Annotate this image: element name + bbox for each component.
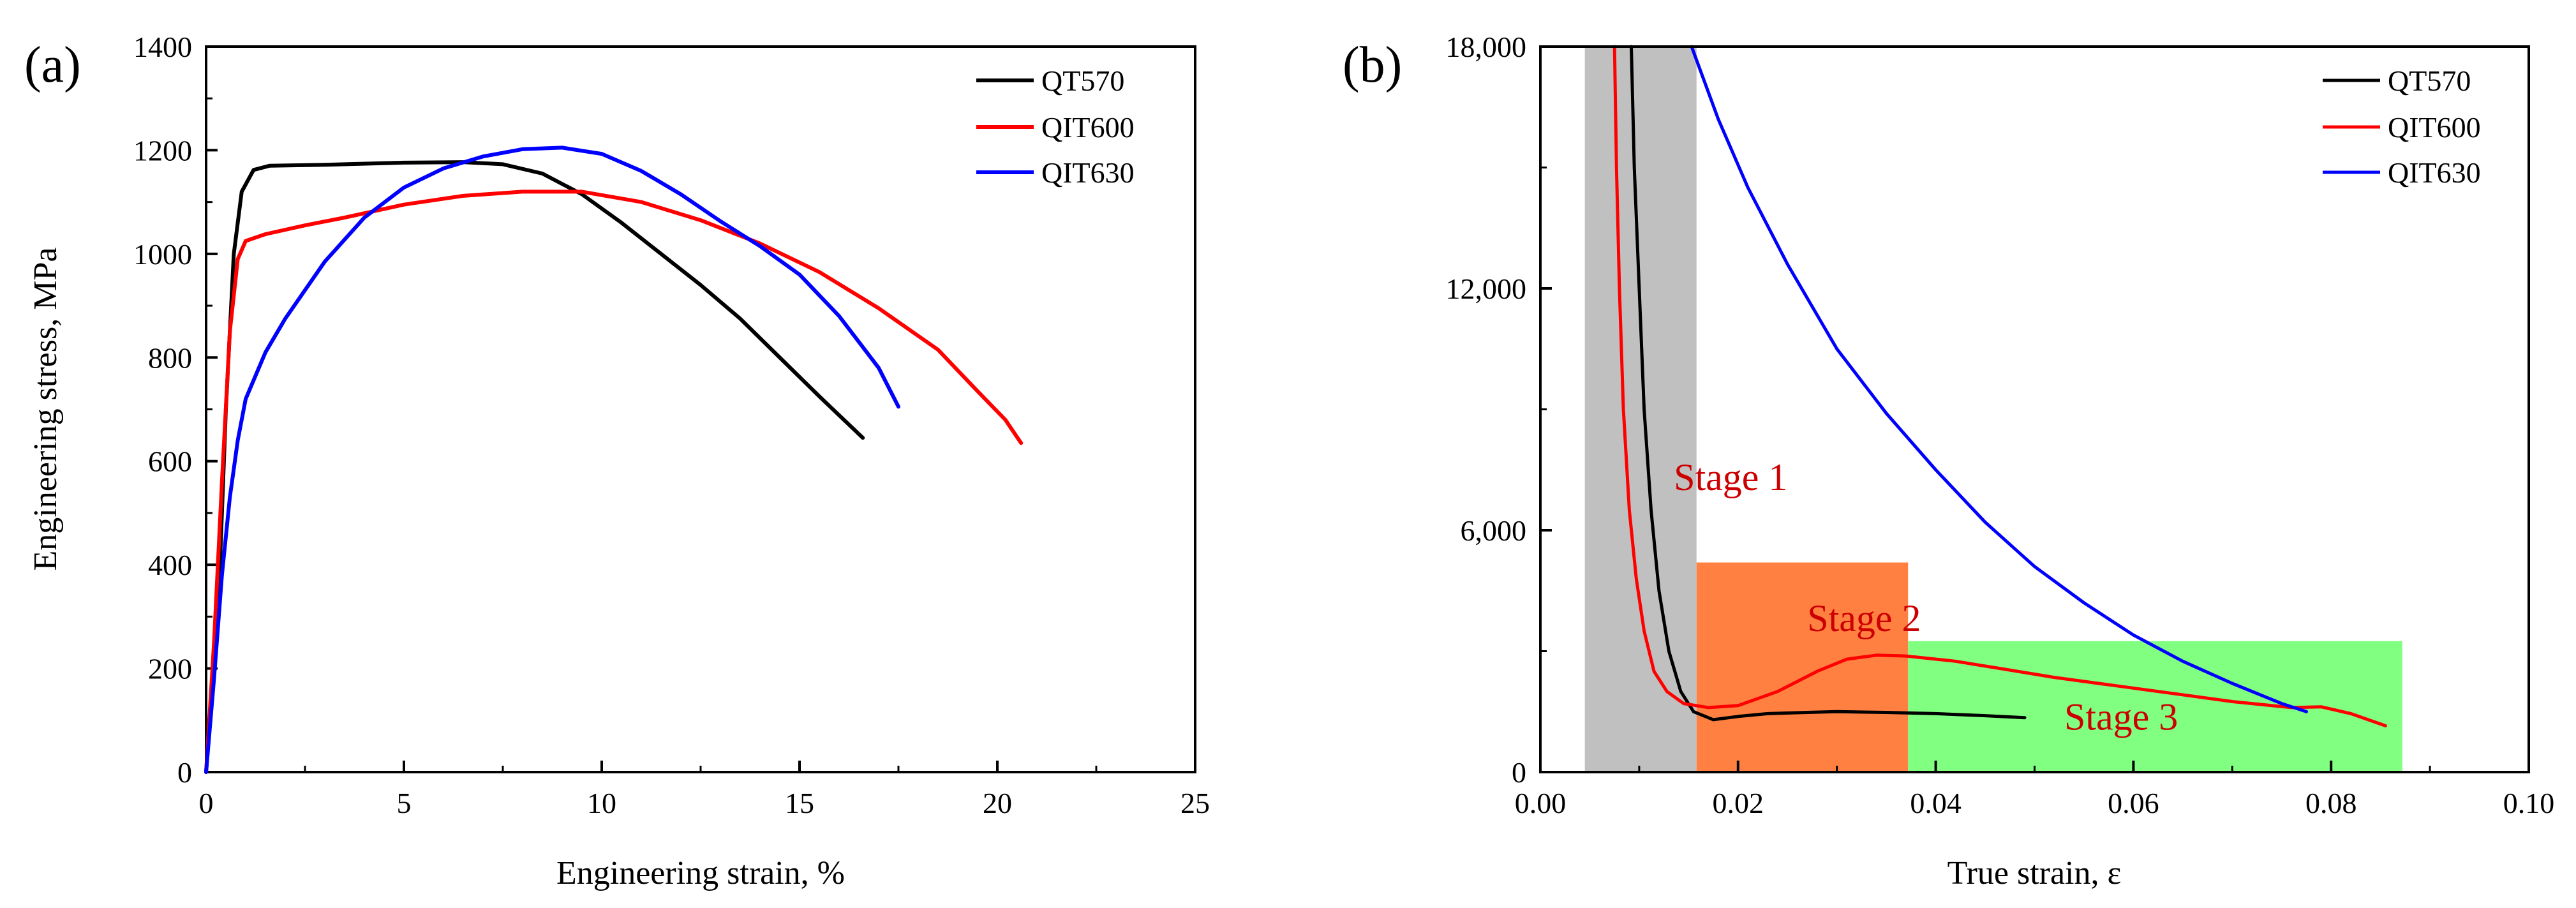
panel-b-stage-labels: Stage 1 Stage 2 Stage 3 (1674, 456, 2178, 738)
y-tick-label: 6,000 (1461, 514, 1527, 547)
series-line-qt570 (204, 160, 865, 774)
y-tick-label: 800 (148, 341, 192, 374)
panel-a-y-axis-label: Engineering stress, MPa (27, 248, 64, 571)
y-tick-label: 18,000 (1446, 31, 1527, 63)
panel-a-legend: QT570 QIT600 QIT630 (976, 64, 1135, 189)
x-tick-label: 10 (587, 787, 616, 819)
legend-a-qit630-label: QIT630 (1041, 156, 1135, 189)
panel-a-series-group (204, 145, 1024, 774)
x-tick-label: 0.08 (2305, 787, 2357, 819)
series-line-qt570 (1630, 45, 2027, 722)
y-tick-label: 400 (148, 549, 192, 581)
x-tick-label: 25 (1180, 787, 1210, 819)
panel-b-label: (b) (1343, 37, 1402, 93)
x-tick-label: 0.04 (1910, 787, 1962, 819)
stage-1-region (1584, 47, 1697, 772)
panel-b-stage-regions (1584, 47, 2402, 772)
legend-b-qt570-label: QT570 (2388, 64, 2471, 97)
stage-1-label: Stage 1 (1674, 456, 1787, 498)
panel-a-y-axis: 0 200 400 600 800 1000 1200 1400 (133, 31, 218, 789)
legend-b-qit630-label: QIT630 (2388, 156, 2481, 189)
panel-a-stress-strain-chart: (a) 0 5 10 15 20 25 0 200 400 600 800 1000 1200 1400… (24, 31, 1210, 891)
legend-b-qit600-label: QIT600 (2388, 111, 2481, 144)
panel-b-series-group (1612, 45, 2387, 727)
y-tick-label: 1400 (133, 31, 192, 63)
y-tick-label: 0 (177, 756, 192, 789)
legend-a-qit600-label: QIT600 (1041, 111, 1135, 144)
y-tick-label: 600 (148, 445, 192, 478)
stage-2-label: Stage 2 (1807, 597, 1921, 639)
stage-3-label: Stage 3 (2064, 696, 2178, 738)
panel-b-y-axis: 0 6,000 12,000 18,000 (1446, 31, 1552, 789)
series-line-qit600 (1612, 45, 2387, 727)
series-line-qit600 (204, 190, 1024, 774)
panel-b-work-hardening-chart: (b) 0.00 0.02 0.04 0.06 0.08 0.10 0 6,000 12,00… (1343, 31, 2554, 891)
panel-b-x-axis: 0.00 0.02 0.04 0.06 0.08 0.10 (1515, 761, 2555, 819)
panel-a-plot-frame (205, 45, 1196, 773)
panel-b-legend: QT570 QIT600 QIT630 (2323, 64, 2481, 189)
series-line-qit630 (1690, 45, 2308, 713)
panel-a-x-axis-label: Engineering strain, % (556, 855, 845, 891)
x-tick-label: 15 (785, 787, 814, 819)
y-tick-label: 1000 (133, 238, 192, 271)
x-tick-label: 0 (199, 787, 214, 819)
y-tick-label: 200 (148, 653, 192, 685)
panel-a-x-axis: 0 5 10 15 20 25 (199, 761, 1210, 819)
x-tick-label: 20 (983, 787, 1012, 819)
x-tick-label: 0.10 (2503, 787, 2555, 819)
y-tick-label: 1200 (133, 134, 192, 167)
stage-2-region (1696, 562, 1909, 772)
y-tick-label: 12,000 (1446, 272, 1527, 305)
series-line-qit630 (204, 145, 900, 774)
panel-b-x-axis-label: True strain, ε (1947, 855, 2122, 891)
x-tick-label: 0.06 (2108, 787, 2159, 819)
x-tick-label: 5 (397, 787, 412, 819)
y-tick-label: 0 (1512, 756, 1526, 789)
x-tick-label: 0.00 (1515, 787, 1567, 819)
legend-a-qt570-label: QT570 (1041, 64, 1124, 97)
panel-a-label: (a) (24, 37, 81, 93)
x-tick-label: 0.02 (1713, 787, 1764, 819)
